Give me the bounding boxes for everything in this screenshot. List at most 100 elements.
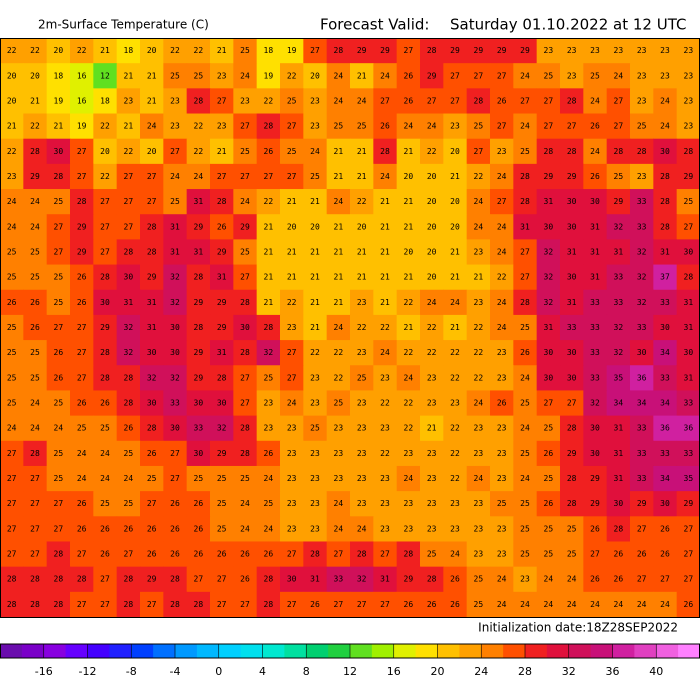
temperature-label: 24 bbox=[264, 524, 274, 533]
temperature-label: 23 bbox=[310, 96, 320, 105]
temperature-cell bbox=[23, 591, 48, 618]
temperature-label: 24 bbox=[404, 474, 414, 483]
temperature-label: 27 bbox=[334, 600, 344, 609]
temperature-cell bbox=[513, 465, 538, 492]
temperature-cell bbox=[326, 314, 351, 341]
temperature-label: 26 bbox=[427, 600, 437, 609]
temperature-cell bbox=[70, 516, 94, 542]
temperature-label: 21 bbox=[357, 147, 367, 156]
temperature-cell bbox=[116, 541, 141, 568]
temperature-label: 23 bbox=[497, 348, 507, 357]
temperature-cell bbox=[513, 113, 538, 140]
temperature-label: 28 bbox=[30, 575, 40, 584]
temperature-label: 24 bbox=[660, 122, 670, 131]
temperature-label: 21 bbox=[54, 122, 64, 131]
temperature-cell bbox=[46, 239, 71, 266]
temperature-label: 29 bbox=[427, 71, 437, 80]
temperature-cell bbox=[653, 491, 678, 517]
temperature-cell bbox=[116, 566, 141, 593]
temperature-label: 25 bbox=[334, 122, 344, 131]
temperature-cell bbox=[560, 189, 584, 215]
temperature-label: 24 bbox=[427, 298, 437, 307]
colorbar-bin bbox=[415, 644, 438, 658]
temperature-label: 24 bbox=[497, 600, 507, 609]
temperature-cell bbox=[116, 465, 141, 492]
map-grid: 22 22 20 22 21 18 20 22 22 21 25 18 19 27 28 29 29 27 28 29… bbox=[0, 38, 700, 618]
temperature-label: 33 bbox=[684, 399, 694, 408]
temperature-label: 33 bbox=[590, 373, 600, 382]
temperature-cell bbox=[630, 314, 654, 341]
temperature-cell bbox=[326, 63, 351, 89]
temperature-label: 32 bbox=[637, 247, 647, 256]
temperature-label: 24 bbox=[147, 122, 157, 131]
colorbar: -16 -12 -8 -4 0 4 8 12 16 20 24 28 32 36 40 bbox=[0, 643, 700, 678]
temperature-label: 24 bbox=[520, 600, 530, 609]
temperature-label: 31 bbox=[590, 273, 600, 282]
temperature-cell bbox=[280, 264, 304, 291]
temperature-cell bbox=[490, 340, 514, 366]
temperature-label: 27 bbox=[30, 499, 40, 508]
temperature-label: 30 bbox=[217, 399, 227, 408]
temperature-label: 29 bbox=[194, 348, 204, 357]
temperature-label: 21 bbox=[404, 273, 414, 282]
temperature-label: 33 bbox=[637, 474, 647, 483]
temperature-cell bbox=[513, 566, 538, 593]
temperature-label: 22 bbox=[450, 449, 460, 458]
temperature-label: 30 bbox=[567, 222, 577, 231]
temperature-label: 33 bbox=[637, 222, 647, 231]
temperature-cell bbox=[443, 138, 468, 165]
temperature-cell bbox=[676, 38, 700, 64]
temperature-label: 23 bbox=[310, 449, 320, 458]
temperature-cell bbox=[630, 491, 654, 517]
temperature-label: 33 bbox=[614, 273, 624, 282]
temperature-label: 23 bbox=[264, 424, 274, 433]
temperature-cell bbox=[466, 138, 491, 165]
temperature-label: 31 bbox=[170, 247, 180, 256]
temperature-label: 21 bbox=[264, 222, 274, 231]
temperature-cell bbox=[233, 365, 258, 391]
temperature-label: 29 bbox=[404, 575, 414, 584]
temperature-cell bbox=[606, 465, 631, 492]
temperature-cell bbox=[420, 314, 444, 341]
temperature-label: 26 bbox=[590, 122, 600, 131]
temperature-cell bbox=[653, 465, 678, 492]
temperature-label: 32 bbox=[357, 575, 367, 584]
temperature-cell bbox=[420, 214, 444, 240]
temperature-label: 28 bbox=[264, 600, 274, 609]
temperature-label: 25 bbox=[30, 247, 40, 256]
temperature-cell bbox=[280, 189, 304, 215]
temperature-label: 25 bbox=[170, 197, 180, 206]
temperature-label: 24 bbox=[497, 298, 507, 307]
temperature-label: 24 bbox=[614, 71, 624, 80]
temperature-cell bbox=[256, 63, 281, 89]
temperature-cell bbox=[163, 591, 188, 618]
temperature-cell bbox=[23, 465, 48, 492]
temperature-cell bbox=[93, 516, 118, 542]
temperature-cell bbox=[163, 340, 188, 366]
temperature-cell bbox=[350, 415, 374, 442]
temperature-label: 27 bbox=[54, 499, 64, 508]
temperature-label: 24 bbox=[7, 222, 17, 231]
temperature-label: 26 bbox=[404, 71, 414, 80]
temperature-cell bbox=[256, 440, 281, 467]
temperature-cell bbox=[606, 365, 631, 391]
temperature-label: 30 bbox=[684, 247, 694, 256]
temperature-cell bbox=[606, 390, 631, 417]
temperature-label: 22 bbox=[30, 122, 40, 131]
temperature-cell bbox=[23, 541, 48, 568]
temperature-label: 25 bbox=[124, 499, 134, 508]
temperature-label: 21 bbox=[450, 247, 460, 256]
temperature-cell bbox=[326, 340, 351, 366]
temperature-cell bbox=[676, 63, 700, 89]
temperature-label: 29 bbox=[684, 499, 694, 508]
temperature-cell bbox=[513, 516, 538, 542]
temperature-label: 25 bbox=[520, 323, 530, 332]
temperature-label: 19 bbox=[264, 71, 274, 80]
temperature-label: 27 bbox=[287, 172, 297, 181]
temperature-cell bbox=[70, 138, 94, 165]
temperature-label: 23 bbox=[637, 46, 647, 55]
temperature-label: 24 bbox=[77, 449, 87, 458]
temperature-cell bbox=[350, 289, 374, 316]
temperature-label: 27 bbox=[544, 96, 554, 105]
temperature-label: 37 bbox=[660, 273, 670, 282]
